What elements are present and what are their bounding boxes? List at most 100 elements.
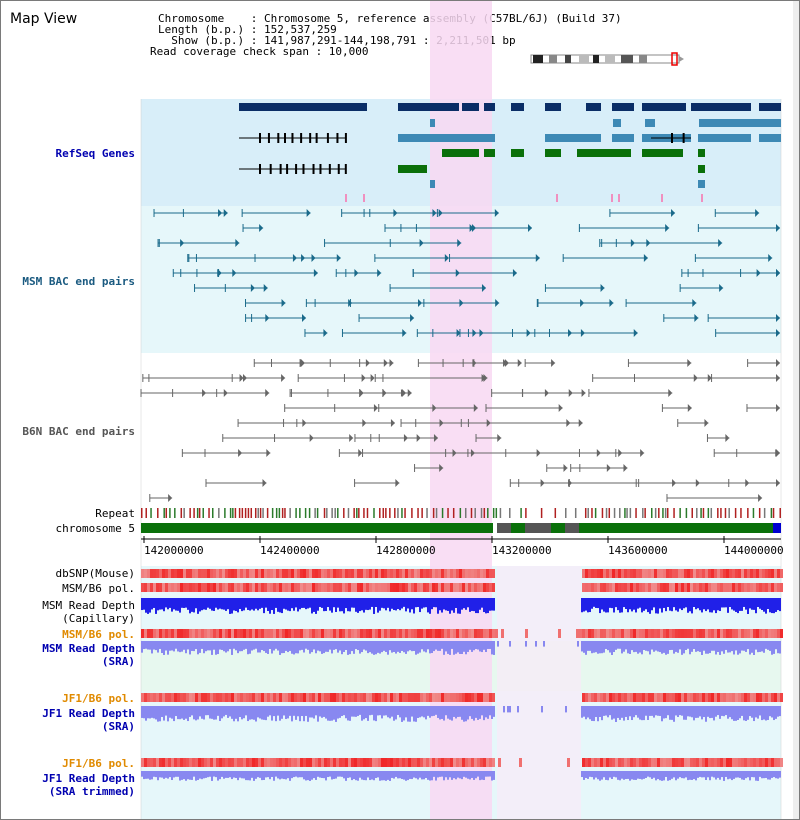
repeat-element — [696, 508, 698, 518]
pol-cell — [225, 583, 228, 592]
depth-bar — [241, 641, 243, 652]
depth-bar — [185, 771, 187, 781]
pol-cell — [294, 583, 297, 592]
repeat-element — [169, 508, 171, 518]
pol-cell — [375, 583, 378, 592]
depth-bar — [689, 771, 691, 780]
pol-cell — [702, 693, 705, 702]
pol-cell — [447, 758, 450, 767]
depth-bar — [695, 641, 697, 652]
pol-cell — [261, 583, 264, 592]
pol-cell — [228, 629, 231, 638]
depth-bar — [751, 771, 753, 778]
depth-bar — [481, 771, 483, 780]
depth-bar — [467, 706, 469, 720]
depth-bar — [623, 706, 625, 721]
depth-bar — [341, 771, 343, 777]
depth-bar — [487, 641, 489, 649]
depth-bar — [159, 771, 161, 778]
depth-bar — [203, 598, 205, 610]
repeat-element — [601, 508, 604, 518]
pol-cell — [180, 629, 183, 638]
pol-cell — [156, 693, 159, 702]
vertical-scrollbar[interactable] — [793, 1, 799, 819]
depth-bar — [235, 641, 237, 651]
pol-cell — [444, 758, 447, 767]
repeat-element — [183, 508, 185, 518]
pol-cell — [759, 569, 762, 578]
page-title: Map View — [10, 11, 78, 27]
pol-cell — [372, 569, 375, 578]
depth-bar — [457, 598, 459, 614]
pol-cell — [588, 693, 591, 702]
depth-bar — [589, 771, 591, 777]
depth-bar — [365, 598, 367, 610]
depth-bar — [361, 706, 363, 721]
pol-cell — [438, 569, 441, 578]
depth-bar — [331, 641, 333, 654]
pol-cell — [219, 569, 222, 578]
depth-bar — [473, 706, 475, 721]
depth-bar — [359, 706, 361, 715]
depth-bar — [449, 641, 451, 655]
pol-cell — [363, 693, 366, 702]
depth-bar — [333, 706, 335, 720]
pol-cell — [669, 758, 672, 767]
pol-cell — [696, 569, 699, 578]
pol-cell — [327, 693, 330, 702]
repeat-element — [685, 508, 688, 518]
pol-cell — [252, 758, 255, 767]
depth-bar — [327, 641, 329, 652]
pol-cell — [681, 629, 684, 638]
pol-cell — [690, 758, 693, 767]
gene-exon — [682, 133, 685, 143]
depth-bar — [337, 771, 339, 777]
repeat-element — [772, 508, 775, 518]
pol-cell — [450, 569, 453, 578]
depth-bar — [425, 706, 427, 720]
pol-cell — [501, 629, 504, 638]
chromosome-ideogram[interactable] — [529, 51, 689, 67]
gene-exon — [337, 164, 340, 174]
pol-cell — [657, 758, 660, 767]
pol-cell — [318, 569, 321, 578]
depth-bar — [187, 706, 189, 722]
depth-bar — [743, 641, 745, 651]
depth-bar — [289, 706, 291, 716]
depth-bar — [443, 706, 445, 721]
pol-cell — [678, 758, 681, 767]
depth-bar — [195, 771, 197, 781]
depth-bar — [397, 641, 399, 652]
b6n-bac-pair-end — [540, 479, 545, 487]
depth-bar — [623, 641, 625, 652]
pol-cell — [228, 569, 231, 578]
depth-bar — [323, 771, 325, 779]
msm-bac-pair-end — [755, 209, 760, 217]
depth-bar — [347, 641, 349, 655]
pol-cell — [441, 569, 444, 578]
depth-bar — [661, 641, 663, 654]
depth-bar — [421, 706, 423, 717]
depth-bar — [599, 771, 601, 781]
depth-bar — [183, 706, 185, 720]
pol-cell — [225, 693, 228, 702]
pol-cell — [246, 758, 249, 767]
depth-bar — [631, 706, 633, 721]
pol-cell — [489, 629, 492, 638]
msm-bac-pair-end — [776, 224, 780, 232]
pol-cell — [156, 583, 159, 592]
depth-bar — [739, 706, 741, 719]
gene-exon — [259, 133, 261, 143]
depth-bar — [735, 598, 737, 612]
depth-bar — [413, 771, 415, 778]
pol-cell — [264, 583, 267, 592]
pol-cell — [765, 583, 768, 592]
depth-bar — [161, 641, 163, 654]
pol-cell — [708, 569, 711, 578]
pol-cell — [477, 569, 480, 578]
repeat-element — [702, 508, 705, 518]
depth-bar — [761, 706, 763, 721]
repeat-element — [331, 508, 333, 518]
depth-bar — [583, 706, 585, 717]
